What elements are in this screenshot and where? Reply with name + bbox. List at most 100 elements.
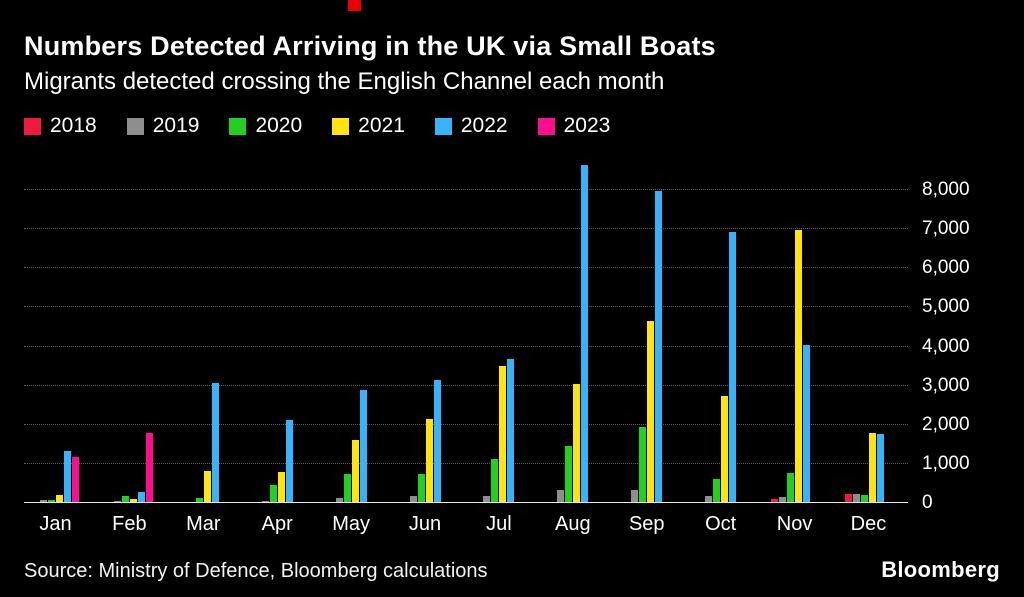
x-tick-label: Jul: [486, 513, 512, 536]
bar-2021-dec: [868, 432, 876, 504]
bar-group-dec: [844, 158, 892, 504]
bar-2019-jul: [483, 495, 491, 504]
chart-title: Numbers Detected Arriving in the UK via …: [24, 31, 716, 61]
bar-2021-jul: [499, 365, 507, 504]
legend-swatch: [434, 117, 452, 135]
bar-2022-sep: [655, 191, 663, 504]
plot-area: 0 1,000 2,000 3,000 4,000 5,000 6,000 7,000 8,00…: [24, 158, 970, 513]
bar-2020-feb: [121, 496, 129, 504]
x-tick-label: Nov: [776, 513, 813, 536]
bar-group-mar: [180, 158, 227, 504]
bar-2022-aug: [581, 164, 589, 504]
footer: Source: Ministry of Defence, Bloomberg c…: [24, 557, 1000, 583]
bar-2020-nov: [787, 473, 795, 504]
y-tick-label: 1,000: [922, 453, 970, 475]
gridline: [24, 306, 908, 308]
x-tick-label: May: [332, 513, 371, 536]
bar-2019-feb: [113, 500, 121, 504]
bar-2023-feb: [145, 432, 153, 504]
bar-2019-sep: [631, 490, 639, 504]
x-axis: Jan Feb Mar Apr May Jun Jul Aug Sep Oct Nov Dec: [24, 513, 908, 536]
bar-2023-jan: [72, 457, 79, 504]
legend-label: 2018: [50, 114, 97, 138]
bar-group-jul: [475, 158, 522, 504]
bar-2022-mar: [211, 383, 219, 504]
legend-label: 2020: [255, 114, 303, 138]
bar-2022-jan: [64, 450, 71, 504]
bar-2020-oct: [713, 479, 721, 504]
legend-item-2022: 2022: [434, 114, 508, 138]
legend: 2018 2019 2020 2021 2022 2023: [24, 114, 1000, 138]
bar-2019-jan: [40, 499, 47, 504]
baseline: [24, 502, 908, 504]
bloomberg-logo: Bloomberg: [881, 557, 1000, 582]
bar-2018-nov: [771, 499, 779, 504]
bar-2021-jan: [56, 494, 63, 504]
bar-2020-dec: [860, 494, 868, 504]
bar-group-apr: [254, 158, 301, 504]
gridline: [24, 267, 908, 269]
bar-2020-jun: [417, 474, 425, 504]
gridline: [24, 345, 908, 347]
bar-2022-apr: [285, 420, 293, 504]
bar-group-feb: [106, 158, 153, 504]
x-tick-label: Dec: [850, 513, 887, 536]
bar-group-jun: [401, 158, 449, 504]
bar-2020-may: [343, 474, 351, 504]
x-tick-label: Apr: [261, 513, 293, 536]
gridline: [24, 227, 908, 229]
x-tick-label: Oct: [705, 513, 737, 536]
bar-2021-sep: [647, 321, 655, 504]
bar-2020-jan: [48, 499, 55, 504]
bar-group-nov: [771, 158, 818, 504]
bar-2021-mar: [203, 470, 211, 504]
legend-swatch: [126, 117, 144, 135]
bar-2018-dec: [844, 494, 852, 504]
bar-2021-nov: [795, 230, 803, 504]
top-red-mark: [348, 0, 361, 11]
gridline: [24, 188, 908, 190]
bar-2021-aug: [573, 383, 581, 504]
bar-group-jan: [32, 158, 79, 504]
y-tick-label: 8,000: [922, 178, 970, 200]
bar-2019-jun: [409, 495, 417, 504]
bar-2021-may: [351, 439, 359, 504]
bar-group-sep: [623, 158, 670, 504]
bar-2021-apr: [277, 472, 285, 504]
bar-2019-dec: [852, 493, 860, 504]
bar-2020-apr: [269, 484, 277, 504]
bar-group-may: [327, 158, 375, 504]
legend-label: 2022: [460, 114, 508, 138]
gridline: [24, 463, 908, 465]
legend-swatch: [24, 117, 41, 135]
y-tick-label: 7,000: [922, 217, 970, 239]
bar-group-oct: [697, 158, 744, 504]
bar-2020-jul: [491, 459, 499, 504]
bar-2019-nov: [779, 497, 787, 504]
x-tick-label: Jan: [39, 513, 72, 536]
bar-group-aug: [549, 158, 596, 504]
legend-label: 2023: [563, 114, 611, 138]
y-tick-label: 2,000: [922, 413, 970, 435]
bar-2020-mar: [195, 497, 203, 504]
y-tick-label: 3,000: [922, 374, 970, 396]
x-tick-label: Feb: [112, 513, 147, 536]
legend-swatch: [537, 117, 555, 135]
legend-item-2018: 2018: [24, 114, 97, 138]
chart: 0 1,000 2,000 3,000 4,000 5,000 6,000 7,000 8,00…: [24, 158, 1000, 536]
bar-2019-oct: [705, 495, 713, 504]
legend-swatch: [229, 117, 247, 135]
legend-item-2020: 2020: [229, 114, 302, 138]
gridline: [24, 384, 908, 386]
bar-2021-oct: [721, 395, 729, 504]
bar-2022-dec: [876, 433, 884, 504]
legend-item-2023: 2023: [537, 114, 611, 138]
bar-2022-oct: [729, 232, 737, 504]
source-text: Source: Ministry of Defence, Bloomberg c…: [24, 560, 488, 582]
bar-2020-aug: [565, 445, 573, 504]
legend-label: 2021: [358, 114, 405, 138]
bar-2022-feb: [137, 492, 145, 504]
x-tick-label: Jun: [408, 513, 442, 536]
bar-2022-may: [359, 389, 367, 504]
